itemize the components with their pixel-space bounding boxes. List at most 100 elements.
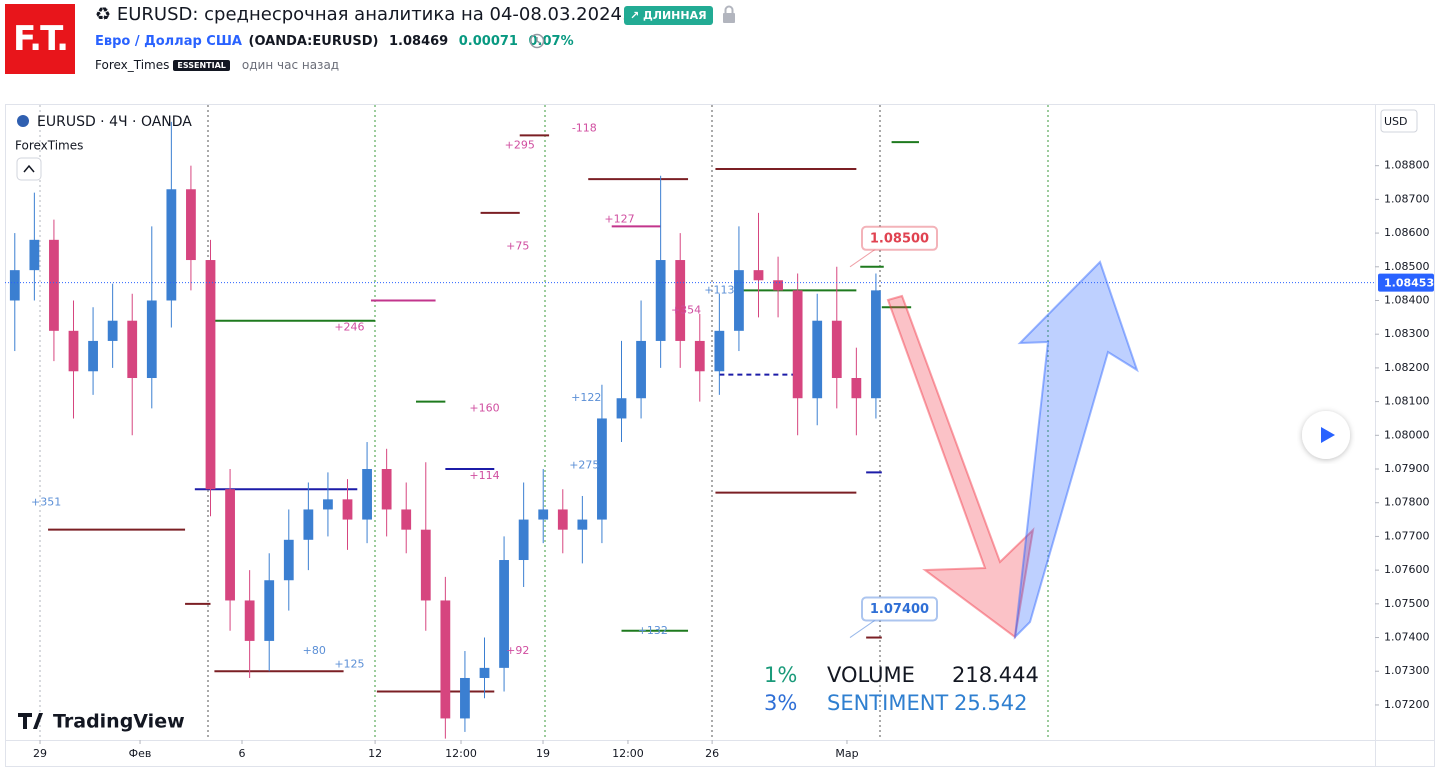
author[interactable]: Forex_Times xyxy=(95,58,170,72)
logo[interactable]: F.T. xyxy=(5,4,75,74)
y-tick-label: 1.07800 xyxy=(1384,496,1430,509)
y-tick-label: 1.07900 xyxy=(1384,462,1430,475)
callout-pointer xyxy=(849,248,877,268)
indicator-name[interactable]: ForexTimes xyxy=(15,139,83,153)
lock-icon xyxy=(723,5,735,23)
y-tick-label: 1.07400 xyxy=(1384,631,1430,644)
last-price-box xyxy=(1378,273,1434,292)
y-tick-label: 1.08200 xyxy=(1384,361,1430,374)
chart-legend[interactable]: EURUSD · 4Ч · OANDA xyxy=(37,114,192,130)
flag-icon xyxy=(17,115,29,127)
y-tick-label: 1.08800 xyxy=(1384,159,1430,172)
candle-body xyxy=(440,600,451,719)
y-tick-label: 1.08000 xyxy=(1384,428,1430,441)
candle-body xyxy=(127,320,138,379)
candle-body xyxy=(616,398,627,419)
candle-body xyxy=(264,580,275,641)
y-tick-label: 1.08300 xyxy=(1384,327,1430,340)
stat-pct: 1% xyxy=(764,663,797,687)
y-tick-label: 1.08500 xyxy=(1384,260,1430,273)
callout-box xyxy=(861,596,938,622)
y-tick-label: 1.08600 xyxy=(1384,226,1430,239)
candle-body xyxy=(597,418,607,520)
x-tick-label: 29 xyxy=(33,747,47,760)
level-annotation: +354 xyxy=(671,304,701,317)
watermark: TradingView xyxy=(53,711,185,733)
change-pct: 0.07% xyxy=(528,34,574,49)
level-annotation: +275 xyxy=(569,459,599,472)
level-annotation: +132 xyxy=(638,624,668,637)
x-tick-label: 12:00 xyxy=(445,747,477,760)
level-annotation: +114 xyxy=(469,469,499,482)
symbol[interactable]: (OANDA:EURUSD) xyxy=(248,34,379,49)
y-tick-label: 1.08400 xyxy=(1384,293,1430,306)
level-annotation: +351 xyxy=(31,496,61,509)
candle-body xyxy=(655,260,666,341)
currency-box[interactable] xyxy=(1380,109,1418,133)
candle-body xyxy=(714,330,725,372)
stat-pct: 3% xyxy=(764,691,797,715)
candle-body xyxy=(812,320,823,399)
level-annotation: +246 xyxy=(334,320,364,333)
candle-body xyxy=(283,539,294,581)
callout-label: 1.07400 xyxy=(870,602,929,617)
y-tick-label: 1.08700 xyxy=(1384,192,1430,205)
y-tick-label: 1.07500 xyxy=(1384,597,1430,610)
x-tick-label: 12 xyxy=(368,747,382,760)
callout-box xyxy=(861,225,938,251)
candle-body xyxy=(166,189,177,301)
candle-body xyxy=(831,320,842,379)
x-tick-label: Мар xyxy=(835,747,858,760)
stat-value: 25.542 xyxy=(954,691,1027,715)
clock-icon xyxy=(529,33,545,49)
publish-time: один час назад xyxy=(241,58,340,72)
stat-name: VOLUME xyxy=(827,663,915,687)
candle-body xyxy=(186,189,196,261)
price: 1.08469 xyxy=(389,34,449,49)
candle-body xyxy=(753,270,764,281)
callout-pointer xyxy=(849,619,877,638)
candle-body xyxy=(205,260,216,490)
candle-body xyxy=(303,509,314,540)
candle-body xyxy=(29,239,40,271)
candle-body xyxy=(479,667,490,678)
last-price-label: 1.08453 xyxy=(1384,277,1434,290)
level-annotation: +75 xyxy=(506,240,529,253)
candle-body xyxy=(636,340,646,399)
candle-body xyxy=(773,280,783,291)
x-tick-label: 12:00 xyxy=(612,747,644,760)
currency: USD xyxy=(1384,115,1408,128)
up-arrow-drawing xyxy=(1013,260,1139,640)
watermark-icon xyxy=(18,713,43,729)
candle-body xyxy=(694,340,705,372)
candle-body xyxy=(88,340,98,372)
level-annotation: +113 xyxy=(704,283,734,296)
level-annotation: +160 xyxy=(469,401,499,414)
y-tick-label: 1.07300 xyxy=(1384,664,1430,677)
level-annotation: -118 xyxy=(572,122,597,135)
plot-area: +351 +80 +125 +246 +160 +114 +295 -118 +75 +127 +3… xyxy=(9,122,919,739)
x-tick-label: 6 xyxy=(239,747,246,760)
candle-body xyxy=(499,560,509,668)
candle-body xyxy=(460,677,470,719)
candle-body xyxy=(342,499,353,520)
level-annotation: +92 xyxy=(506,644,529,657)
x-tick-label: 19 xyxy=(536,747,550,760)
candle-body xyxy=(225,489,235,601)
candle-body xyxy=(68,330,79,372)
candle-body xyxy=(792,290,803,399)
collapse-icon xyxy=(23,164,35,173)
candle-body xyxy=(146,300,157,379)
level-annotation: +80 xyxy=(303,644,326,657)
stat-name: SENTIMENT xyxy=(827,691,948,715)
idea-title: ♻ EURUSD: среднесрочная аналитика на 04-… xyxy=(95,4,628,25)
candle-body xyxy=(381,469,392,510)
author-row: Forex_Times ESSENTIAL один час назад xyxy=(95,58,339,72)
collapse-button[interactable] xyxy=(16,157,42,181)
symbol-name[interactable]: Евро / Доллар США xyxy=(95,34,242,49)
direction-badge: ↗ ДЛИННАЯ xyxy=(624,6,713,25)
candle-body xyxy=(49,239,59,331)
x-tick-label: Фев xyxy=(129,747,152,760)
